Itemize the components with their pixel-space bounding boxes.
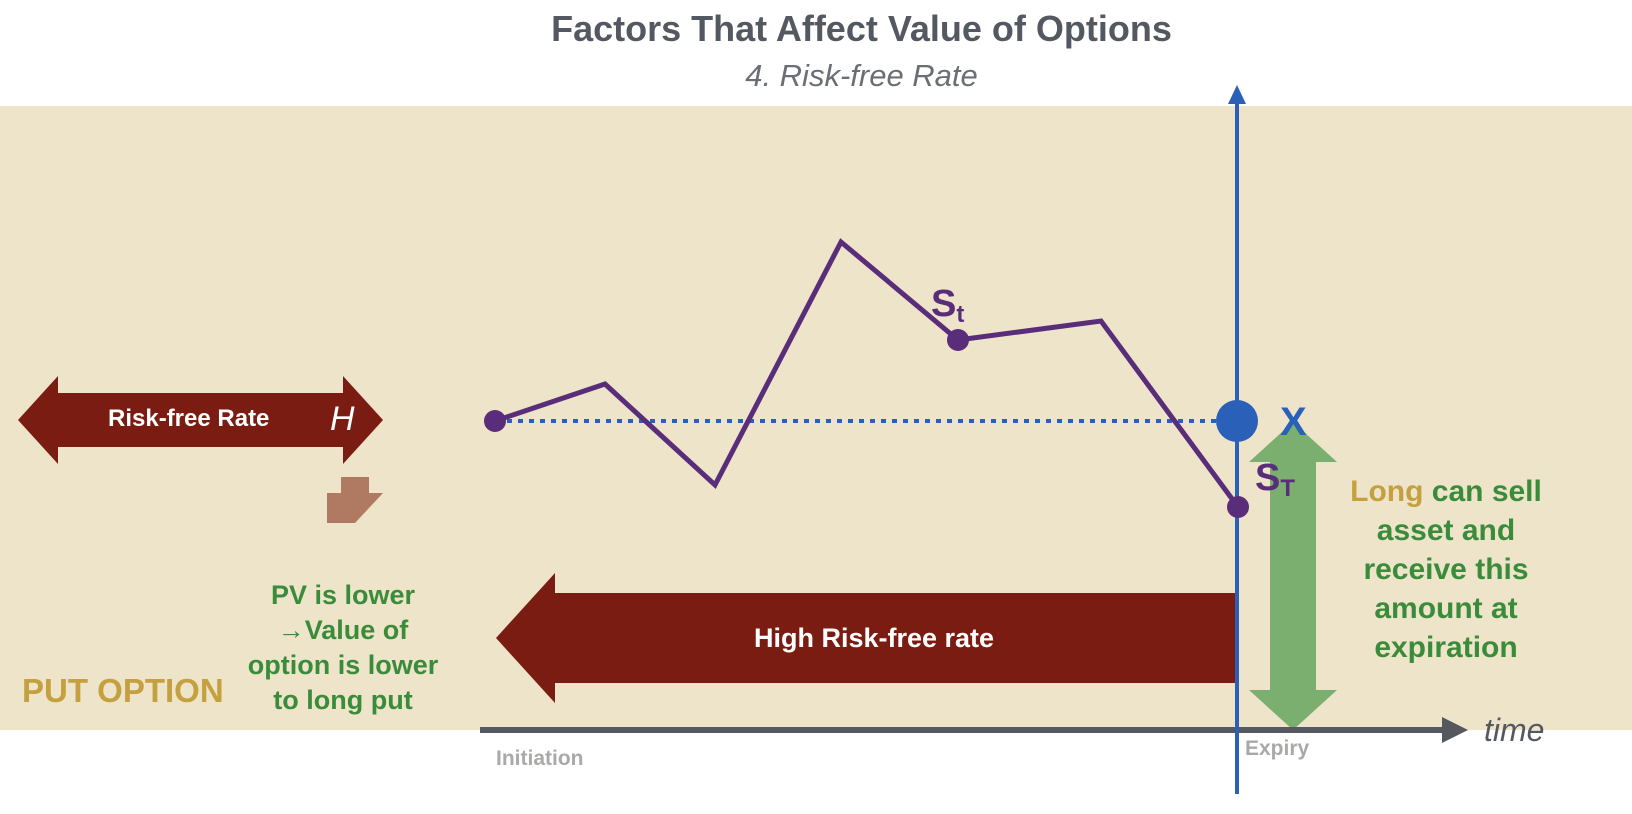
terminal-price-base: S <box>1255 457 1281 499</box>
risk-free-rate-label: Risk-free Rate <box>108 405 270 432</box>
down-arrow-icon <box>327 477 383 523</box>
terminal-price-point <box>1227 496 1249 518</box>
risk-free-rate-double-arrow <box>18 376 383 464</box>
page-subtitle: 4. Risk-free Rate <box>745 58 978 93</box>
price-path <box>494 238 1241 509</box>
current-price-sub: t <box>956 301 965 328</box>
page-title: Factors That Affect Value of Options <box>551 8 1172 49</box>
high-risk-free-rate-label: High Risk-free rate <box>753 623 995 653</box>
long-note: Long can sell asset and receive this amo… <box>1336 472 1556 667</box>
current-price-label: St <box>931 283 964 329</box>
current-price-base: S <box>931 283 957 325</box>
initiation-label: Initiation <box>496 747 584 770</box>
put-option-label: PUT OPTION <box>22 672 224 709</box>
long-highlight: Long <box>1350 475 1424 508</box>
h-symbol: H <box>330 400 355 438</box>
pv-note: PV is lower →Value of option is lower to… <box>247 580 439 715</box>
expiry-label: Expiry <box>1245 737 1310 760</box>
time-axis-arrow-icon <box>1442 717 1468 743</box>
strike-label: X <box>1280 400 1307 444</box>
high-rate-left-arrow <box>496 573 1238 703</box>
terminal-price-sub: T <box>1280 475 1296 502</box>
double-arrow-up-down-icon <box>1249 422 1337 730</box>
terminal-price-label: ST <box>1255 457 1295 503</box>
long-note-text: can sell asset and receive this amount a… <box>1363 475 1542 664</box>
current-price-point <box>947 329 969 351</box>
strike-point <box>1216 400 1258 442</box>
time-label: time <box>1484 712 1545 748</box>
vertical-axis-arrow-icon <box>1228 85 1246 104</box>
initiation-point <box>484 410 506 432</box>
